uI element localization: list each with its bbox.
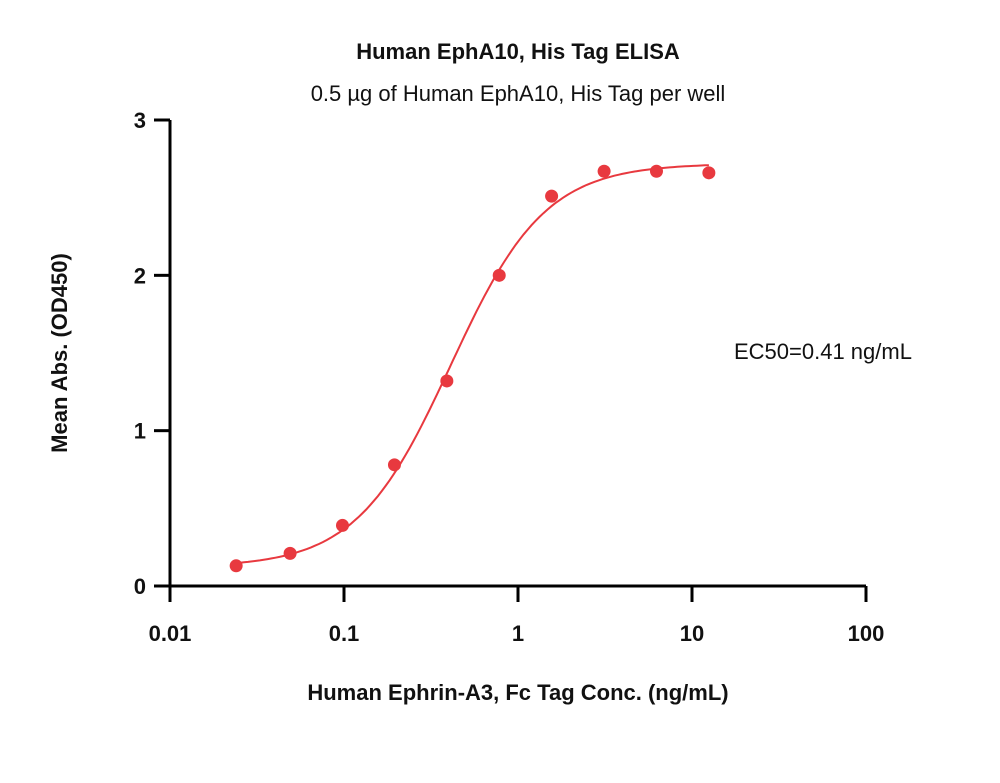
x-tick-label: 0.1 <box>329 621 360 646</box>
y-tick-label: 0 <box>134 574 146 599</box>
data-point <box>387 458 401 472</box>
data-point <box>492 268 506 282</box>
y-tick-label: 3 <box>134 108 146 133</box>
data-point <box>229 559 243 573</box>
chart-subtitle: 0.5 µg of Human EphA10, His Tag per well <box>311 81 726 106</box>
data-points <box>229 164 716 573</box>
data-point <box>597 164 611 178</box>
x-tick-label: 0.01 <box>149 621 192 646</box>
x-tick-label: 1 <box>512 621 524 646</box>
data-point <box>440 374 454 388</box>
ec50-annotation: EC50=0.41 ng/mL <box>734 339 912 364</box>
x-tick-label: 10 <box>680 621 704 646</box>
ticks: 0.01 0.1 1 10 100 0 1 2 3 <box>134 108 885 646</box>
y-tick-label: 1 <box>134 419 146 444</box>
data-point <box>649 164 663 178</box>
y-tick-label: 2 <box>134 263 146 288</box>
data-point <box>545 189 559 203</box>
x-tick-label: 100 <box>848 621 885 646</box>
data-point <box>702 166 716 180</box>
data-point <box>283 546 297 560</box>
fit-curve-group <box>236 164 709 565</box>
y-axis-label: Mean Abs. (OD450) <box>47 253 72 453</box>
fit-curve <box>236 164 709 565</box>
chart-title: Human EphA10, His Tag ELISA <box>356 39 680 64</box>
data-point <box>335 518 349 532</box>
x-axis-label: Human Ephrin-A3, Fc Tag Conc. (ng/mL) <box>307 680 728 705</box>
